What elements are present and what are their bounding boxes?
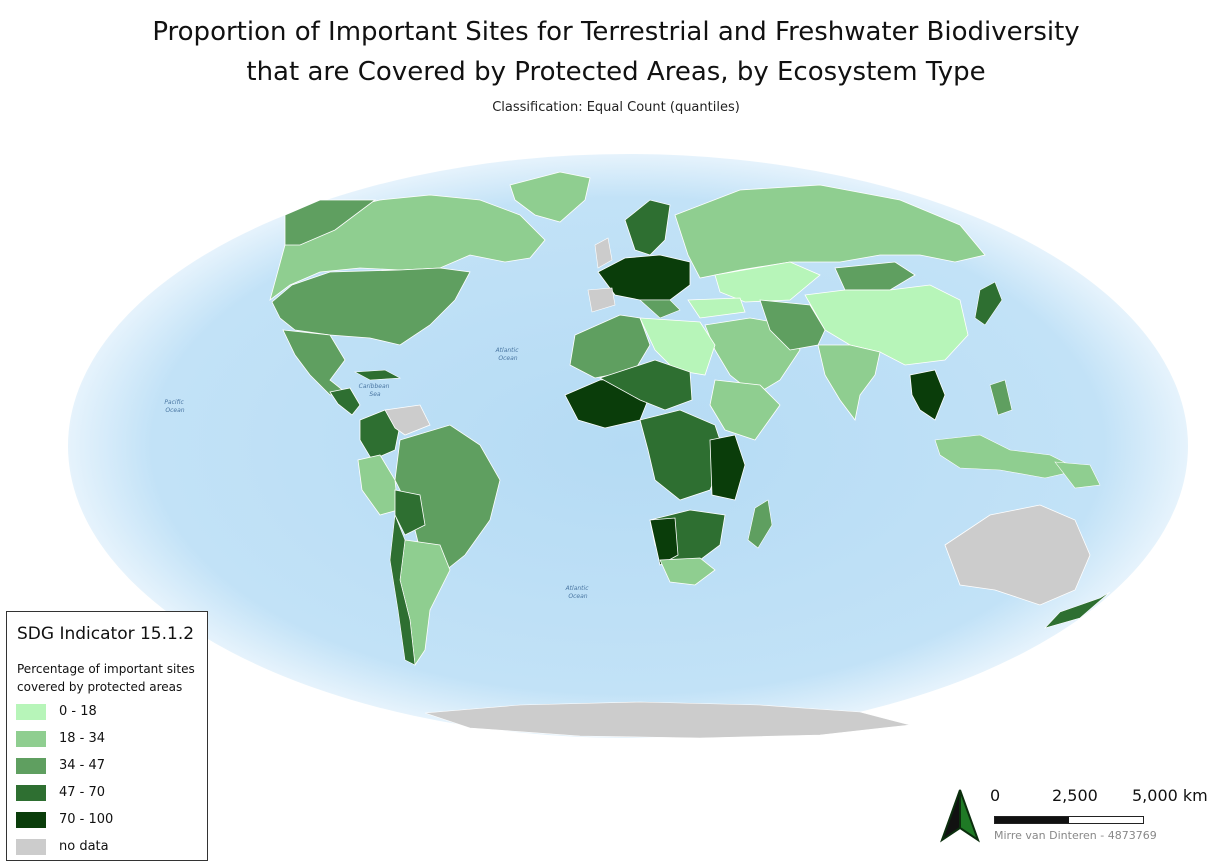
ocean-label-atlantic-north: Atlantic Ocean [495,347,521,362]
legend-description: Percentage of important sites covered by… [17,662,195,694]
country-east-africa [709,434,746,501]
legend-item: 70 - 100 [16,811,113,828]
country-antarctica [424,701,911,739]
country-iran-afg [759,299,826,351]
map-subtitle: Classification: Equal Count (quantiles) [492,100,740,115]
scale-label-5000: 5,000 km [1132,786,1208,805]
legend: SDG Indicator 15.1.2 Percentage of impor… [6,611,208,861]
legend-label: no data [59,839,109,854]
country-venezuela [384,404,431,436]
country-central-africa [639,409,726,501]
country-china [804,284,969,366]
country-japan [974,281,1003,326]
legend-label: 70 - 100 [59,812,114,827]
legend-item: 34 - 47 [16,757,105,774]
country-bolivia [394,489,426,536]
country-horn-africa [709,379,781,441]
author-credit: Mirre van Dinteren - 4873769 [994,829,1157,842]
country-papua [1054,461,1101,489]
country-russia [674,184,986,279]
legend-item: no data [16,838,109,855]
country-kazakhstan [714,261,821,303]
legend-label: 34 - 47 [59,758,106,773]
country-sahel [598,359,693,411]
scale-bar-graphic [994,816,1144,824]
legend-swatch [16,838,46,855]
country-uk [594,237,613,269]
ocean [68,154,1188,738]
country-new-zealand [1044,591,1111,629]
country-indonesia [934,434,1081,479]
country-namibia [649,517,679,566]
legend-item: 0 - 18 [16,703,97,720]
country-libya-egypt [639,317,716,376]
legend-swatch [16,757,46,774]
country-europe-west [597,254,691,301]
country-cuba [353,369,402,381]
country-usa [271,267,471,346]
country-se-asia [909,369,946,421]
legend-swatch [16,703,46,720]
country-alaska [284,199,377,246]
scale-label-2500: 2,500 [1052,786,1098,805]
country-scandinavia [624,199,671,256]
country-mongolia [834,261,916,291]
title-line-2: that are Covered by Protected Areas, by … [246,57,986,87]
title-line-1: Proportion of Important Sites for Terres… [152,17,1080,47]
legend-item: 47 - 70 [16,784,105,801]
country-central-america [329,387,361,416]
legend-swatch [16,730,46,747]
country-chile [389,514,416,666]
country-australia [944,504,1091,606]
north-arrow-icon [940,789,980,843]
map-title: Proportion of Important Sites for Terres… [0,12,1232,92]
country-greenland [509,171,591,223]
legend-swatch [16,811,46,828]
legend-item: 18 - 34 [16,730,105,747]
scale-bar: 0 2,500 5,000 km Mirre van Dinteren - 48… [990,786,1210,856]
legend-swatch [16,784,46,801]
ocean-label-pacific: Pacific Ocean [164,399,185,414]
ocean-label-caribbean: Caribbean Sea [359,383,392,398]
country-turkey [687,297,746,319]
country-philippines [989,379,1013,416]
country-south-africa [659,557,716,586]
ocean-label-atlantic-south: Atlantic Ocean [565,585,591,600]
legend-label: 0 - 18 [59,704,97,719]
legend-label: 47 - 70 [59,785,106,800]
legend-label: 18 - 34 [59,731,106,746]
country-north-africa [569,314,651,379]
country-india [817,344,881,421]
country-italy-balkans [639,299,681,319]
country-madagascar [747,499,773,549]
country-middle-east [704,317,801,396]
country-iberia [587,287,616,313]
scale-label-0: 0 [990,786,1001,805]
legend-title: SDG Indicator 15.1.2 [17,624,195,644]
